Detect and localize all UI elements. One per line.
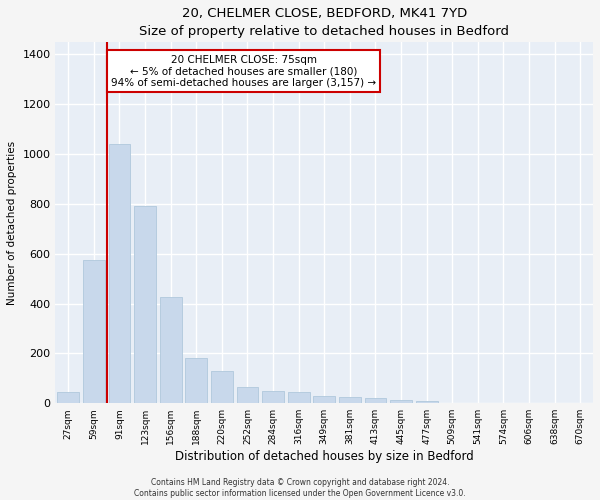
Bar xyxy=(262,391,284,404)
Bar xyxy=(390,400,412,404)
Bar xyxy=(109,144,130,404)
Bar xyxy=(365,398,386,404)
Bar xyxy=(160,298,182,404)
Bar xyxy=(58,392,79,404)
Text: Contains HM Land Registry data © Crown copyright and database right 2024.
Contai: Contains HM Land Registry data © Crown c… xyxy=(134,478,466,498)
Bar xyxy=(134,206,156,404)
Bar xyxy=(442,402,463,404)
Text: 20 CHELMER CLOSE: 75sqm
← 5% of detached houses are smaller (180)
94% of semi-de: 20 CHELMER CLOSE: 75sqm ← 5% of detached… xyxy=(111,54,376,88)
Bar xyxy=(211,371,233,404)
Bar xyxy=(313,396,335,404)
Y-axis label: Number of detached properties: Number of detached properties xyxy=(7,140,17,304)
Bar xyxy=(288,392,310,404)
Bar xyxy=(83,260,105,404)
Bar xyxy=(416,402,437,404)
Bar xyxy=(236,387,259,404)
Title: 20, CHELMER CLOSE, BEDFORD, MK41 7YD
Size of property relative to detached house: 20, CHELMER CLOSE, BEDFORD, MK41 7YD Siz… xyxy=(139,7,509,38)
Bar xyxy=(339,397,361,404)
X-axis label: Distribution of detached houses by size in Bedford: Distribution of detached houses by size … xyxy=(175,450,473,463)
Bar xyxy=(185,358,207,404)
